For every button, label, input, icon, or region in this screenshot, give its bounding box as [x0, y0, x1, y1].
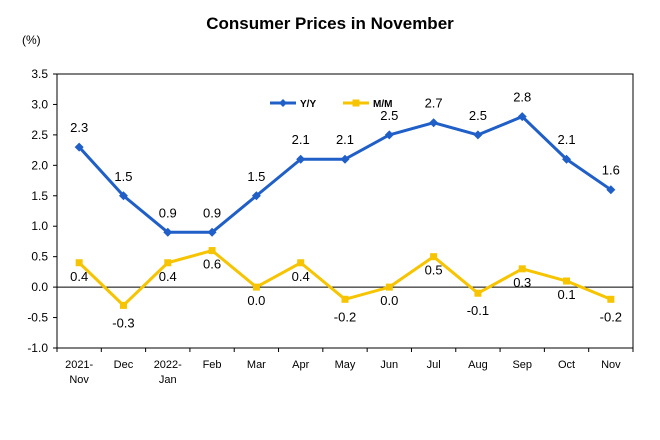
data-point-marker: [296, 154, 306, 164]
y-tick-label: 1.5: [31, 189, 48, 203]
data-label: 0.4: [292, 269, 310, 284]
x-tick-label: May: [335, 359, 356, 371]
data-label: 0.3: [513, 275, 531, 290]
y-tick-label: -0.5: [27, 311, 48, 325]
legend-marker: [279, 99, 287, 107]
x-tick-label: 2022-: [154, 359, 182, 371]
data-point-marker: [297, 259, 305, 267]
x-tick-label: Jun: [380, 359, 398, 371]
x-tick-label: 2021-: [65, 359, 93, 371]
chart-title: Consumer Prices in November: [206, 14, 454, 33]
x-tick-label: Jul: [427, 359, 441, 371]
data-point-marker: [429, 118, 439, 128]
data-label: 0.1: [557, 287, 575, 302]
legend-label: M/M: [373, 99, 392, 110]
data-point-marker: [341, 295, 349, 303]
data-label: 2.3: [70, 120, 88, 135]
data-label: 2.1: [292, 132, 310, 147]
data-point-marker: [251, 191, 261, 201]
data-label: 2.1: [336, 132, 354, 147]
unit-label: (%): [22, 33, 41, 47]
data-label: 2.5: [469, 108, 487, 123]
x-tick-label: Aug: [468, 359, 488, 371]
x-tick-label: Dec: [114, 359, 134, 371]
data-label: 0.5: [425, 263, 443, 278]
y-tick-label: 3.0: [31, 97, 48, 111]
data-label: 1.6: [602, 163, 620, 178]
data-label: 2.5: [380, 108, 398, 123]
x-tick-label: Jan: [159, 374, 177, 386]
data-point-marker: [606, 185, 616, 195]
data-point-marker: [518, 265, 526, 273]
data-point-marker: [163, 227, 173, 237]
data-label: 2.1: [557, 132, 575, 147]
data-point-marker: [385, 283, 393, 291]
data-point-marker: [75, 259, 83, 267]
x-tick-label: Mar: [247, 359, 266, 371]
data-point-marker: [517, 112, 527, 122]
x-tick-label: Nov: [69, 374, 89, 386]
x-tick-label: Sep: [512, 359, 532, 371]
y-tick-label: 0.5: [31, 250, 48, 264]
x-tick-label: Apr: [292, 359, 309, 371]
data-point-marker: [119, 301, 127, 309]
x-tick-label: Nov: [601, 359, 621, 371]
y-tick-label: 1.0: [31, 219, 48, 233]
data-point-marker: [252, 283, 260, 291]
data-label: 0.9: [203, 205, 221, 220]
data-label: 2.8: [513, 90, 531, 105]
data-label: -0.3: [112, 315, 134, 330]
y-tick-label: 2.5: [31, 128, 48, 142]
x-tick-label: Oct: [558, 359, 575, 371]
data-point-marker: [207, 227, 217, 237]
data-label: -0.2: [334, 309, 356, 324]
data-label: 0.9: [159, 205, 177, 220]
data-point-marker: [118, 191, 128, 201]
legend-label: Y/Y: [300, 99, 316, 110]
data-label: 0.4: [70, 269, 88, 284]
data-label: -0.1: [467, 303, 489, 318]
y-tick-label: -1.0: [27, 341, 48, 355]
data-point-marker: [563, 277, 571, 285]
data-label: -0.2: [600, 309, 622, 324]
x-tick-label: Feb: [203, 359, 222, 371]
data-point-marker: [607, 295, 615, 303]
data-label: 2.7: [425, 96, 443, 111]
data-label: 0.0: [380, 293, 398, 308]
data-label: 0.4: [159, 269, 177, 284]
data-point-marker: [430, 253, 438, 261]
data-point-marker: [473, 130, 483, 140]
data-label: 1.5: [114, 169, 132, 184]
plot-frame: [56, 73, 634, 349]
y-tick-label: 0.0: [31, 280, 48, 294]
legend-marker: [352, 99, 360, 107]
data-point-marker: [74, 142, 84, 152]
data-point-marker: [164, 259, 172, 267]
data-point-marker: [562, 154, 572, 164]
data-point-marker: [474, 289, 482, 297]
data-label: 1.5: [247, 169, 265, 184]
data-label: 0.6: [203, 257, 221, 272]
data-point-marker: [384, 130, 394, 140]
y-tick-label: 2.0: [31, 158, 48, 172]
data-point-marker: [208, 247, 216, 255]
data-label: 0.0: [247, 293, 265, 308]
y-tick-label: 3.5: [31, 67, 48, 81]
data-point-marker: [340, 154, 350, 164]
